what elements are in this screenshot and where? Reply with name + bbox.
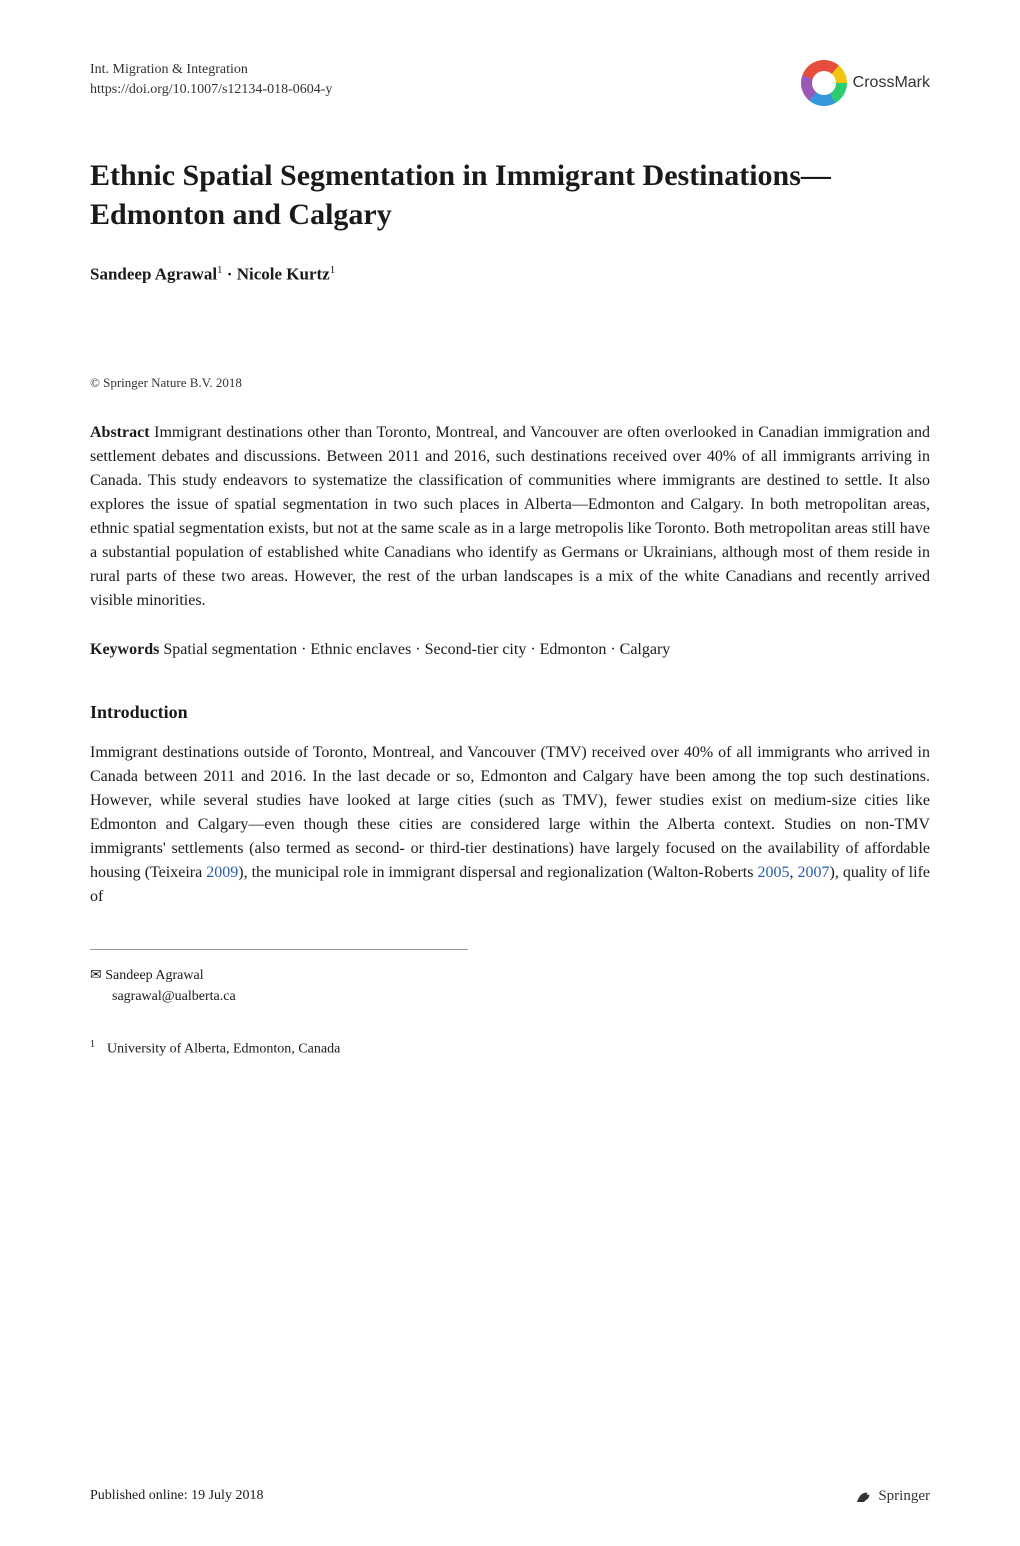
citation-link-3[interactable]: 2007 xyxy=(798,864,830,881)
body-text-part3: , xyxy=(789,864,797,881)
corresponding-author-email[interactable]: sagrawal@ualberta.ca xyxy=(112,986,236,1007)
affiliation-block: 1 University of Alberta, Edmonton, Canada xyxy=(90,1037,930,1060)
doi-link[interactable]: https://doi.org/10.1007/s12134-018-0604-… xyxy=(90,80,332,100)
journal-name: Int. Migration & Integration xyxy=(90,60,332,80)
page-header: Int. Migration & Integration https://doi… xyxy=(90,60,930,106)
springer-horse-icon xyxy=(854,1486,874,1506)
article-title: Ethnic Spatial Segmentation in Immigrant… xyxy=(90,156,930,234)
abstract-text: Immigrant destinations other than Toront… xyxy=(90,424,930,609)
keywords-block: Keywords Spatial segmentation · Ethnic e… xyxy=(90,638,930,662)
citation-link-2[interactable]: 2005 xyxy=(757,864,789,881)
page-footer: Published online: 19 July 2018 Springer xyxy=(90,1486,930,1506)
affiliation-number: 1 xyxy=(90,1039,95,1050)
publisher-name: Springer xyxy=(878,1488,930,1505)
journal-info: Int. Migration & Integration https://doi… xyxy=(90,60,332,99)
authors-line: Sandeep Agrawal1 · Nicole Kurtz1 xyxy=(90,264,930,285)
author-1: Sandeep Agrawal xyxy=(90,265,217,284)
introduction-paragraph: Immigrant destinations outside of Toront… xyxy=(90,741,930,909)
crossmark-label: CrossMark xyxy=(853,74,930,92)
keywords-text: Spatial segmentation · Ethnic enclaves ·… xyxy=(163,641,670,658)
affiliation-text: University of Alberta, Edmonton, Canada xyxy=(107,1041,340,1056)
copyright-line: © Springer Nature B.V. 2018 xyxy=(90,375,930,391)
abstract-label: Abstract xyxy=(90,424,150,441)
crossmark-badge[interactable]: CrossMark xyxy=(801,60,930,106)
author-separator: · xyxy=(223,265,237,284)
body-text-part1: Immigrant destinations outside of Toront… xyxy=(90,744,930,881)
citation-link-1[interactable]: 2009 xyxy=(206,864,238,881)
section-heading-introduction: Introduction xyxy=(90,702,930,723)
corresponding-author-name: Sandeep Agrawal xyxy=(105,968,203,983)
body-text-part2: ), the municipal role in immigrant dispe… xyxy=(238,864,757,881)
publisher-logo: Springer xyxy=(854,1486,930,1506)
published-date: Published online: 19 July 2018 xyxy=(90,1488,263,1504)
keywords-label: Keywords xyxy=(90,641,159,658)
author-2-affiliation-sup: 1 xyxy=(330,264,336,276)
author-2: Nicole Kurtz xyxy=(237,265,330,284)
abstract-block: Abstract Immigrant destinations other th… xyxy=(90,421,930,613)
envelope-icon: ✉ xyxy=(90,968,102,983)
correspondence-block: ✉ Sandeep Agrawal sagrawal@ualberta.ca xyxy=(90,949,468,1007)
crossmark-icon xyxy=(801,60,847,106)
